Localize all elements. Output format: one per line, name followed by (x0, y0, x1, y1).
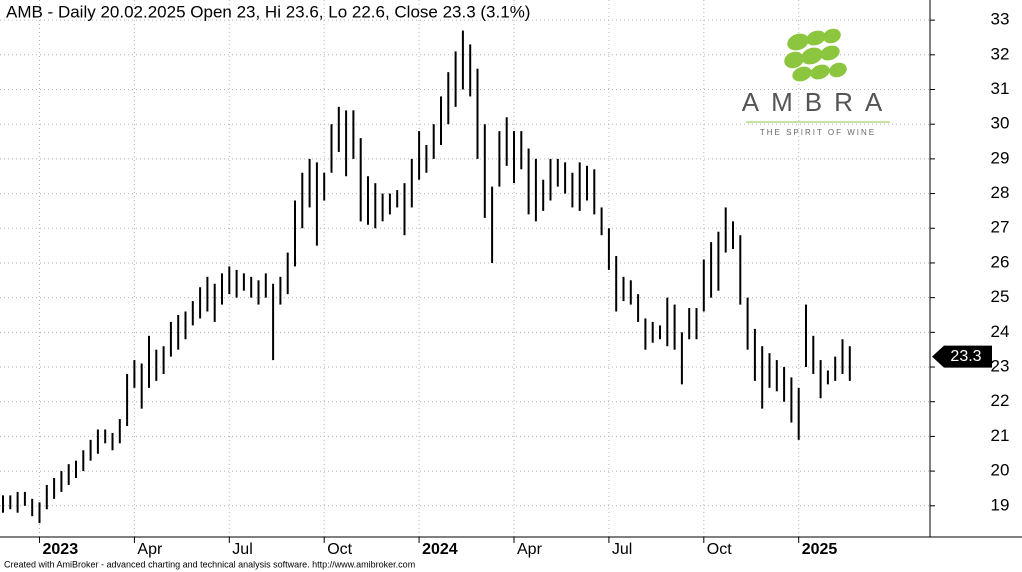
last-price-marker (932, 345, 992, 368)
x-tick-label: 2025 (802, 541, 838, 558)
logo: AMBRA THE SPIRIT OF WINE (742, 28, 894, 137)
x-tick-label: Jul (232, 541, 252, 558)
y-tick-label: 23 (991, 357, 1010, 376)
chart-title: AMB - Daily 20.02.2025 Open 23, Hi 23.6,… (6, 2, 530, 21)
logo-grapes (784, 28, 847, 82)
x-tick-label: 2023 (43, 541, 79, 558)
y-tick-label: 25 (991, 287, 1010, 306)
y-tick-label: 30 (991, 114, 1010, 133)
last-price-tag: 23.3 (932, 345, 992, 368)
footer: Created with AmiBroker - advanced charti… (4, 559, 415, 569)
x-tick-label: 2024 (422, 541, 458, 558)
bars (2, 30, 851, 524)
x-tick-label: Apr (517, 541, 543, 558)
logo-tagline: THE SPIRIT OF WINE (760, 128, 876, 137)
y-tick-label: 28 (991, 183, 1010, 202)
y-tick-label: 19 (991, 495, 1010, 514)
y-tick-label: 31 (991, 79, 1010, 98)
y-tick-label: 26 (991, 252, 1010, 271)
x-tick-label: Oct (707, 541, 732, 558)
y-tick-label: 27 (991, 218, 1010, 237)
y-tick-label: 33 (991, 10, 1010, 29)
last-price-label: 23.3 (950, 348, 981, 365)
y-tick-label: 29 (991, 148, 1010, 167)
x-tick-label: Jul (612, 541, 632, 558)
y-tick-label: 32 (991, 44, 1010, 63)
logo-name: AMBRA (742, 87, 894, 117)
x-tick-label: Oct (327, 541, 352, 558)
y-tick-label: 22 (991, 391, 1010, 410)
x-tick-label: Apr (137, 541, 163, 558)
y-tick-label: 20 (991, 461, 1010, 480)
y-tick-label: 24 (991, 322, 1010, 341)
y-tick-label: 21 (991, 426, 1010, 445)
grid: 19 20 21 22 23 24 25 26 27 28 29 30 31 32 33 2023 Apr Jul… (0, 0, 1009, 558)
